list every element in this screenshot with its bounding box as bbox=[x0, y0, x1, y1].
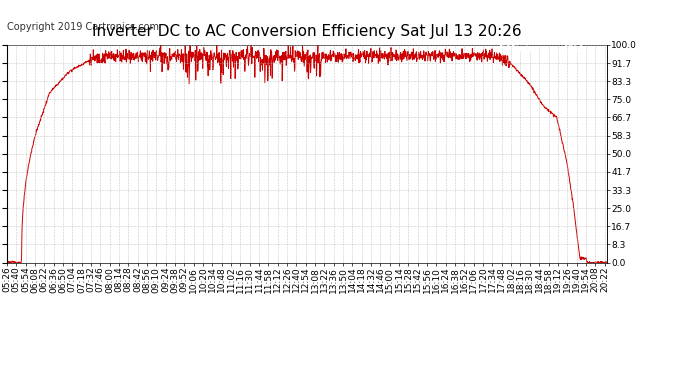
Title: Inverter DC to AC Conversion Efficiency Sat Jul 13 20:26: Inverter DC to AC Conversion Efficiency … bbox=[92, 24, 522, 39]
Text: Copyright 2019 Cartronics.com: Copyright 2019 Cartronics.com bbox=[7, 22, 159, 32]
